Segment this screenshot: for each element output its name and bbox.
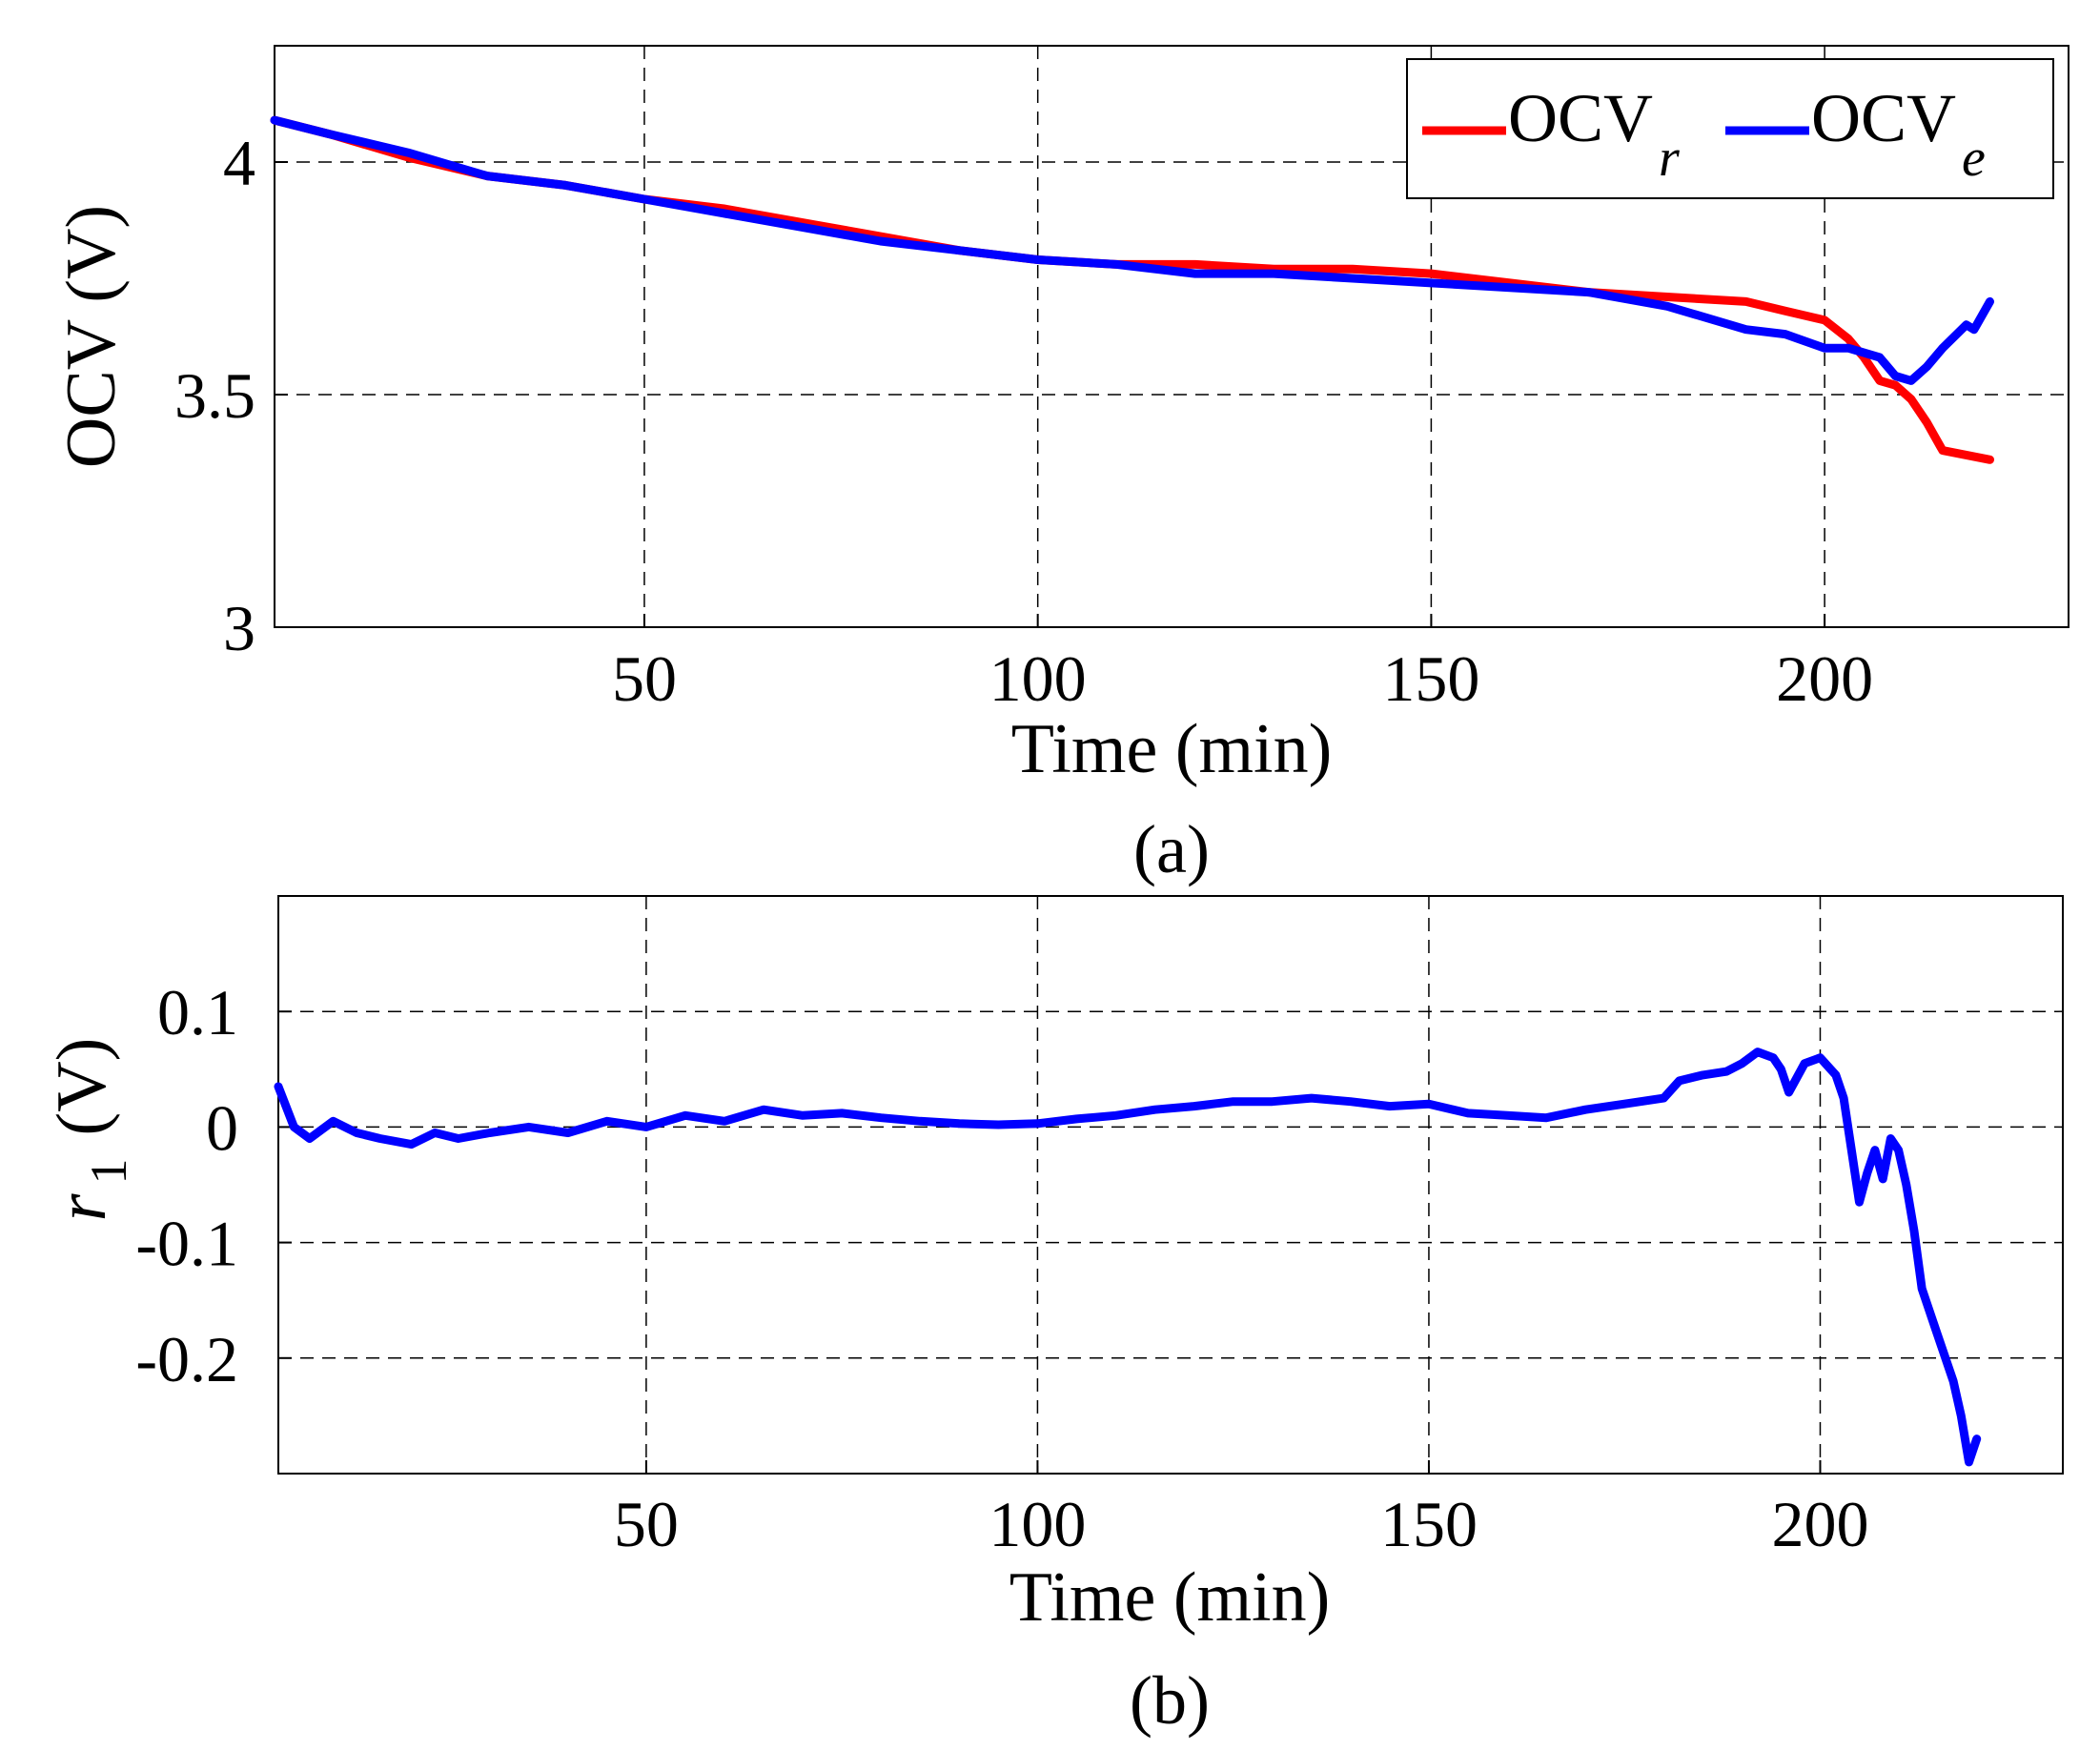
y-axis-label-b-unit: (V) — [43, 1038, 121, 1136]
panel-caption-b: (b) — [1130, 1662, 1210, 1739]
panel-a: 33.54 50 100 150 200 OCVr OCVe Time (min) O… — [52, 45, 2069, 887]
legend-label-ocv-e: OCVe — [1811, 80, 1986, 188]
series-line-a-1 — [270, 115, 1994, 385]
x-tick-label: 50 — [612, 642, 677, 715]
legend-label-ocv-r: OCVr — [1508, 80, 1680, 188]
legend: OCVr OCVe — [1406, 58, 2054, 199]
y-tick-label: 0.1 — [157, 976, 238, 1048]
xticks-b: 50 100 150 200 — [614, 1488, 1869, 1560]
plot-area-b — [277, 895, 2064, 1475]
x-tick-label: 100 — [989, 642, 1087, 715]
x-tick-label: 100 — [989, 1488, 1086, 1560]
x-tick-label: 200 — [1776, 642, 1873, 715]
y-tick-label: -0.1 — [135, 1208, 238, 1280]
series-b — [274, 1048, 1982, 1467]
y-tick-label: 3.5 — [174, 359, 255, 432]
x-tick-label: 150 — [1380, 1488, 1478, 1560]
y-tick-label: 3 — [223, 592, 255, 664]
panel-b: -0.2 -0.1 0 0.1 50 100 150 200 Time (min) r 1 (V… — [43, 895, 2064, 1739]
legend-ocv-r-sub: r — [1659, 129, 1680, 188]
legend-ocv-e-sub: e — [1962, 129, 1986, 188]
series-a — [270, 115, 1994, 464]
yticks-a: 33.54 — [174, 127, 255, 664]
x-axis-label-b: Time (min) — [1009, 1558, 1330, 1637]
y-tick-label: -0.2 — [135, 1323, 238, 1395]
x-tick-label: 150 — [1382, 642, 1479, 715]
y-axis-label-b: r 1 (V) — [43, 1038, 137, 1222]
y-tick-label: 0 — [206, 1091, 238, 1164]
x-tick-label: 50 — [614, 1488, 679, 1560]
x-tick-label: 200 — [1771, 1488, 1868, 1560]
series-line-b-0 — [274, 1048, 1982, 1467]
y-axis-label-b-sub: 1 — [80, 1158, 137, 1184]
legend-ocv-r-main: OCV — [1508, 80, 1653, 156]
x-axis-label-a: Time (min) — [1011, 710, 1332, 788]
panel-caption-a: (a) — [1133, 811, 1210, 887]
y-axis-label-a: OCV (V) — [52, 205, 131, 468]
y-tick-label: 4 — [223, 127, 255, 199]
legend-ocv-e-main: OCV — [1811, 80, 1956, 156]
yticks-b: -0.2 -0.1 0 0.1 — [135, 976, 238, 1395]
y-axis-label-b-main: r — [43, 1192, 121, 1221]
xticks-a: 50 100 150 200 — [612, 642, 1873, 715]
